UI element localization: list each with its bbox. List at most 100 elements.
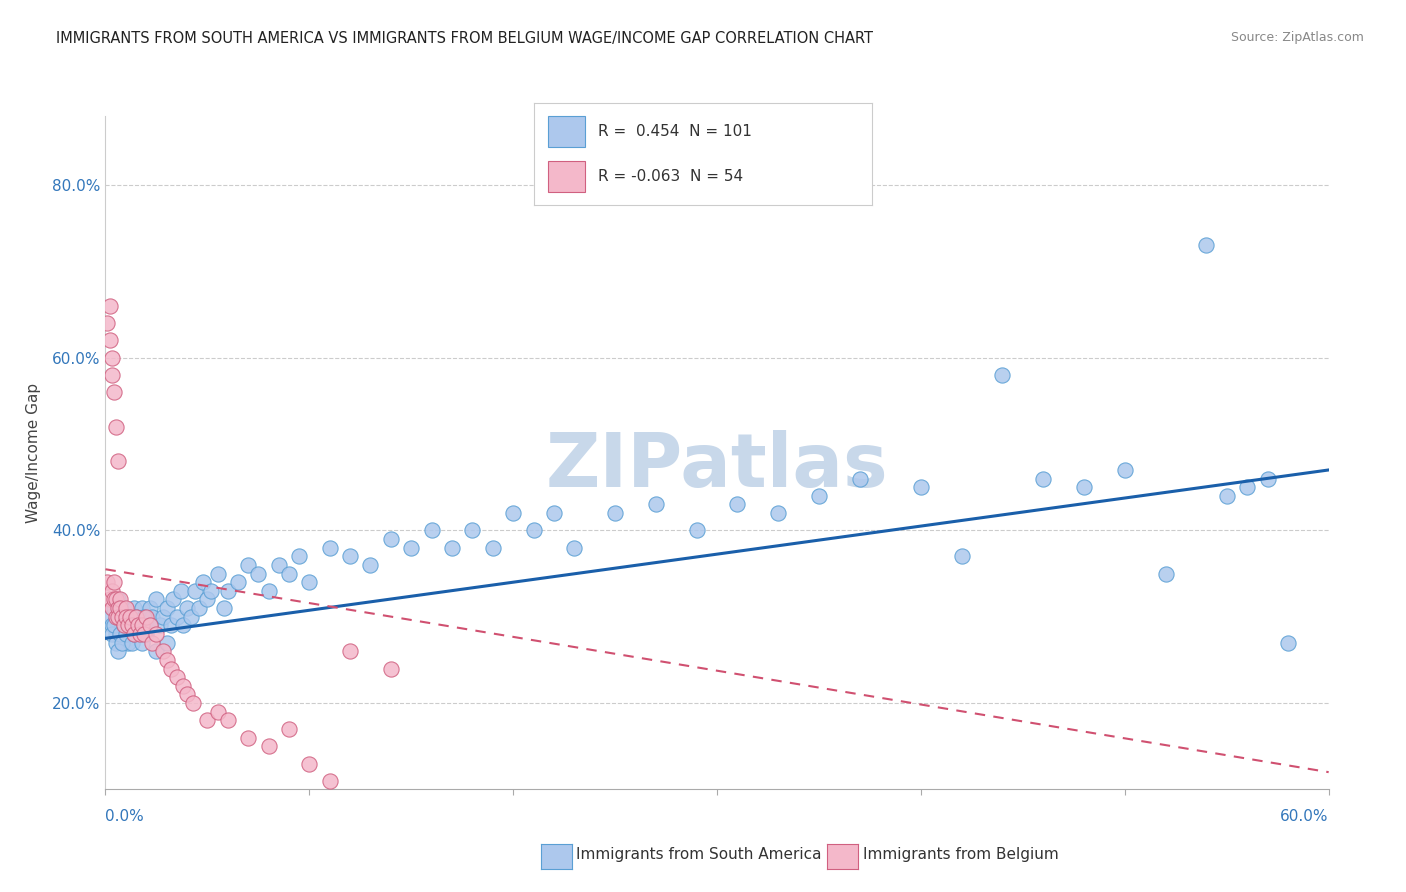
Point	[212, 601, 235, 615]
Point	[118, 618, 141, 632]
Point	[103, 575, 125, 590]
Point	[131, 601, 153, 615]
Point	[141, 609, 163, 624]
Point	[318, 773, 342, 788]
Point	[134, 627, 156, 641]
Point	[103, 592, 125, 607]
Point	[98, 299, 121, 313]
Point	[104, 627, 127, 641]
Point	[117, 609, 139, 624]
Point	[115, 601, 138, 615]
Text: Source: ZipAtlas.com: Source: ZipAtlas.com	[1230, 31, 1364, 45]
Point	[127, 618, 149, 632]
Point	[129, 627, 152, 641]
Point	[502, 506, 524, 520]
Point	[1195, 238, 1218, 252]
Point	[298, 756, 321, 771]
Point	[162, 592, 184, 607]
Point	[523, 524, 546, 538]
Point	[103, 618, 125, 632]
Text: 60.0%: 60.0%	[1281, 809, 1329, 823]
Point	[121, 618, 143, 632]
Point	[727, 498, 749, 512]
Point	[207, 566, 229, 581]
Point	[135, 627, 157, 641]
Point	[135, 618, 157, 632]
Point	[100, 583, 122, 598]
Point	[217, 583, 239, 598]
Point	[605, 506, 627, 520]
Point	[111, 635, 134, 649]
Point	[100, 627, 122, 641]
Point	[107, 454, 129, 468]
Point	[166, 609, 188, 624]
Point	[155, 653, 177, 667]
Point	[807, 489, 830, 503]
Text: Immigrants from Belgium: Immigrants from Belgium	[863, 847, 1059, 862]
Point	[159, 661, 181, 675]
Point	[170, 583, 193, 598]
Text: ZIPatlas: ZIPatlas	[546, 430, 889, 503]
Point	[96, 316, 118, 330]
Point	[481, 541, 503, 555]
Point	[172, 618, 194, 632]
Point	[339, 549, 361, 564]
Point	[139, 618, 162, 632]
Point	[122, 627, 145, 641]
Text: IMMIGRANTS FROM SOUTH AMERICA VS IMMIGRANTS FROM BELGIUM WAGE/INCOME GAP CORRELA: IMMIGRANTS FROM SOUTH AMERICA VS IMMIGRA…	[56, 31, 873, 46]
Point	[910, 480, 932, 494]
Point	[339, 644, 361, 658]
Point	[115, 609, 138, 624]
Point	[125, 627, 148, 641]
Point	[103, 601, 125, 615]
Point	[686, 524, 709, 538]
Point	[107, 644, 129, 658]
Point	[96, 575, 118, 590]
Point	[155, 635, 177, 649]
Point	[217, 714, 239, 728]
Point	[257, 739, 280, 754]
Point	[380, 532, 402, 546]
Point	[127, 618, 149, 632]
Text: 0.0%: 0.0%	[105, 809, 145, 823]
Point	[122, 627, 145, 641]
Point	[950, 549, 973, 564]
Point	[195, 714, 219, 728]
Point	[543, 506, 565, 520]
Point	[180, 609, 202, 624]
Point	[131, 618, 153, 632]
Point	[134, 609, 156, 624]
Point	[200, 583, 222, 598]
Point	[145, 592, 167, 607]
Text: Immigrants from South America: Immigrants from South America	[576, 847, 823, 862]
Point	[278, 722, 301, 736]
Point	[118, 609, 141, 624]
Text: R =  0.454  N = 101: R = 0.454 N = 101	[599, 124, 752, 139]
Point	[768, 506, 790, 520]
Point	[141, 635, 163, 649]
Point	[155, 601, 177, 615]
Point	[111, 618, 134, 632]
Point	[135, 609, 157, 624]
Point	[104, 419, 127, 434]
Point	[441, 541, 464, 555]
Point	[112, 601, 135, 615]
Point	[104, 592, 127, 607]
Point	[188, 601, 211, 615]
Point	[152, 609, 174, 624]
Point	[298, 575, 321, 590]
Point	[125, 609, 148, 624]
Point	[117, 635, 139, 649]
Point	[104, 609, 127, 624]
Point	[236, 558, 259, 572]
Point	[176, 688, 198, 702]
Point	[420, 524, 443, 538]
Point	[461, 524, 484, 538]
Point	[107, 609, 129, 624]
Point	[121, 618, 143, 632]
Point	[644, 498, 668, 512]
Point	[115, 627, 138, 641]
Point	[207, 705, 229, 719]
Point	[236, 731, 259, 745]
Point	[849, 472, 872, 486]
